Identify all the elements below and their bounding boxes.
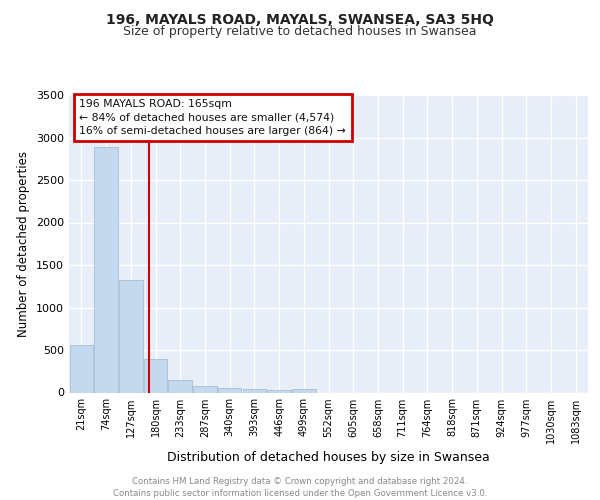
Bar: [144, 358, 167, 392]
Bar: [94, 147, 118, 392]
Bar: [242, 389, 266, 392]
Bar: [119, 280, 143, 392]
Text: 196 MAYALS ROAD: 165sqm
← 84% of detached houses are smaller (4,574)
16% of semi: 196 MAYALS ROAD: 165sqm ← 84% of detache…: [79, 100, 346, 136]
X-axis label: Distribution of detached houses by size in Swansea: Distribution of detached houses by size …: [167, 451, 490, 464]
Bar: [169, 380, 192, 392]
Text: 196, MAYALS ROAD, MAYALS, SWANSEA, SA3 5HQ: 196, MAYALS ROAD, MAYALS, SWANSEA, SA3 5…: [106, 12, 494, 26]
Bar: [70, 345, 93, 393]
Text: Contains HM Land Registry data © Crown copyright and database right 2024.
Contai: Contains HM Land Registry data © Crown c…: [113, 476, 487, 498]
Y-axis label: Number of detached properties: Number of detached properties: [17, 151, 31, 337]
Bar: [268, 390, 291, 392]
Text: Size of property relative to detached houses in Swansea: Size of property relative to detached ho…: [123, 25, 477, 38]
Bar: [292, 389, 316, 392]
Bar: [193, 386, 217, 392]
Bar: [218, 388, 241, 392]
